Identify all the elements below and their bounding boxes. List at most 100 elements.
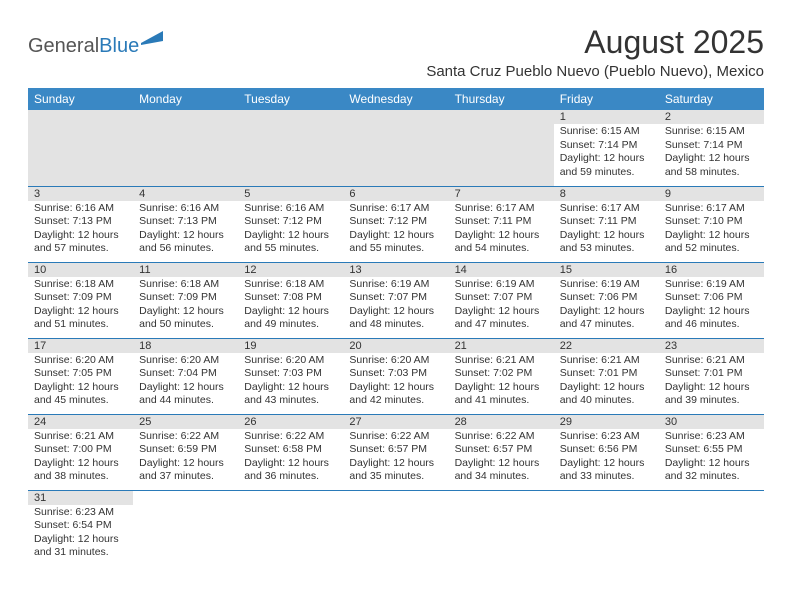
day-data: Sunrise: 6:17 AMSunset: 7:10 PMDaylight:… xyxy=(659,201,764,260)
calendar-cell: 10Sunrise: 6:18 AMSunset: 7:09 PMDayligh… xyxy=(28,262,133,338)
calendar-cell: 8Sunrise: 6:17 AMSunset: 7:11 PMDaylight… xyxy=(554,186,659,262)
day-data: Sunrise: 6:20 AMSunset: 7:03 PMDaylight:… xyxy=(343,353,448,412)
day-data: Sunrise: 6:17 AMSunset: 7:12 PMDaylight:… xyxy=(343,201,448,260)
header: GeneralBlue August 2025 Santa Cruz Puebl… xyxy=(28,24,764,80)
calendar-cell: 21Sunrise: 6:21 AMSunset: 7:02 PMDayligh… xyxy=(449,338,554,414)
day-data: Sunrise: 6:19 AMSunset: 7:06 PMDaylight:… xyxy=(659,277,764,336)
day-number: 10 xyxy=(28,263,133,277)
calendar-cell: 31Sunrise: 6:23 AMSunset: 6:54 PMDayligh… xyxy=(28,490,133,566)
calendar-cell: 3Sunrise: 6:16 AMSunset: 7:13 PMDaylight… xyxy=(28,186,133,262)
day-data: Sunrise: 6:16 AMSunset: 7:13 PMDaylight:… xyxy=(133,201,238,260)
day-data: Sunrise: 6:15 AMSunset: 7:14 PMDaylight:… xyxy=(554,124,659,183)
day-header: Friday xyxy=(554,88,659,110)
day-data: Sunrise: 6:23 AMSunset: 6:55 PMDaylight:… xyxy=(659,429,764,488)
day-data: Sunrise: 6:16 AMSunset: 7:13 PMDaylight:… xyxy=(28,201,133,260)
day-number: 5 xyxy=(238,187,343,201)
calendar-cell: 4Sunrise: 6:16 AMSunset: 7:13 PMDaylight… xyxy=(133,186,238,262)
day-number: 28 xyxy=(449,415,554,429)
calendar-cell: 29Sunrise: 6:23 AMSunset: 6:56 PMDayligh… xyxy=(554,414,659,490)
day-header: Saturday xyxy=(659,88,764,110)
logo-text-general: General xyxy=(28,35,99,58)
day-number: 30 xyxy=(659,415,764,429)
day-data: Sunrise: 6:17 AMSunset: 7:11 PMDaylight:… xyxy=(554,201,659,260)
calendar-cell: 25Sunrise: 6:22 AMSunset: 6:59 PMDayligh… xyxy=(133,414,238,490)
calendar-cell: 16Sunrise: 6:19 AMSunset: 7:06 PMDayligh… xyxy=(659,262,764,338)
calendar-cell xyxy=(449,110,554,186)
day-data: Sunrise: 6:20 AMSunset: 7:05 PMDaylight:… xyxy=(28,353,133,412)
day-number: 6 xyxy=(343,187,448,201)
calendar-cell: 1Sunrise: 6:15 AMSunset: 7:14 PMDaylight… xyxy=(554,110,659,186)
day-header: Monday xyxy=(133,88,238,110)
day-data: Sunrise: 6:22 AMSunset: 6:59 PMDaylight:… xyxy=(133,429,238,488)
logo-text-blue: Blue xyxy=(99,35,139,58)
calendar-cell xyxy=(659,490,764,566)
day-number: 25 xyxy=(133,415,238,429)
calendar-table: SundayMondayTuesdayWednesdayThursdayFrid… xyxy=(28,88,764,566)
calendar-cell xyxy=(449,490,554,566)
day-number: 9 xyxy=(659,187,764,201)
day-data: Sunrise: 6:19 AMSunset: 7:06 PMDaylight:… xyxy=(554,277,659,336)
calendar-cell: 28Sunrise: 6:22 AMSunset: 6:57 PMDayligh… xyxy=(449,414,554,490)
calendar-cell: 15Sunrise: 6:19 AMSunset: 7:06 PMDayligh… xyxy=(554,262,659,338)
calendar-cell: 11Sunrise: 6:18 AMSunset: 7:09 PMDayligh… xyxy=(133,262,238,338)
day-header: Sunday xyxy=(28,88,133,110)
calendar-body: 1Sunrise: 6:15 AMSunset: 7:14 PMDaylight… xyxy=(28,110,764,566)
day-data: Sunrise: 6:18 AMSunset: 7:08 PMDaylight:… xyxy=(238,277,343,336)
day-data: Sunrise: 6:22 AMSunset: 6:57 PMDaylight:… xyxy=(343,429,448,488)
calendar-cell: 22Sunrise: 6:21 AMSunset: 7:01 PMDayligh… xyxy=(554,338,659,414)
calendar-cell xyxy=(554,490,659,566)
day-number: 7 xyxy=(449,187,554,201)
day-number: 11 xyxy=(133,263,238,277)
day-data: Sunrise: 6:19 AMSunset: 7:07 PMDaylight:… xyxy=(343,277,448,336)
day-data: Sunrise: 6:19 AMSunset: 7:07 PMDaylight:… xyxy=(449,277,554,336)
day-number: 20 xyxy=(343,339,448,353)
calendar-cell: 17Sunrise: 6:20 AMSunset: 7:05 PMDayligh… xyxy=(28,338,133,414)
day-data: Sunrise: 6:23 AMSunset: 6:54 PMDaylight:… xyxy=(28,505,133,564)
calendar-cell: 13Sunrise: 6:19 AMSunset: 7:07 PMDayligh… xyxy=(343,262,448,338)
day-data: Sunrise: 6:21 AMSunset: 7:01 PMDaylight:… xyxy=(554,353,659,412)
calendar-cell: 20Sunrise: 6:20 AMSunset: 7:03 PMDayligh… xyxy=(343,338,448,414)
calendar-cell: 2Sunrise: 6:15 AMSunset: 7:14 PMDaylight… xyxy=(659,110,764,186)
calendar-cell xyxy=(133,110,238,186)
calendar-cell: 5Sunrise: 6:16 AMSunset: 7:12 PMDaylight… xyxy=(238,186,343,262)
day-header: Tuesday xyxy=(238,88,343,110)
day-number: 29 xyxy=(554,415,659,429)
day-number: 4 xyxy=(133,187,238,201)
location: Santa Cruz Pueblo Nuevo (Pueblo Nuevo), … xyxy=(426,63,764,80)
calendar-cell xyxy=(238,110,343,186)
day-number: 21 xyxy=(449,339,554,353)
day-number: 16 xyxy=(659,263,764,277)
day-number: 22 xyxy=(554,339,659,353)
calendar-cell xyxy=(343,490,448,566)
day-number: 15 xyxy=(554,263,659,277)
day-number: 1 xyxy=(554,110,659,124)
day-number: 19 xyxy=(238,339,343,353)
logo: GeneralBlue xyxy=(28,30,167,63)
calendar-cell: 19Sunrise: 6:20 AMSunset: 7:03 PMDayligh… xyxy=(238,338,343,414)
month-title: August 2025 xyxy=(426,24,764,61)
day-header: Wednesday xyxy=(343,88,448,110)
day-data: Sunrise: 6:20 AMSunset: 7:04 PMDaylight:… xyxy=(133,353,238,412)
day-data: Sunrise: 6:22 AMSunset: 6:58 PMDaylight:… xyxy=(238,429,343,488)
day-number: 8 xyxy=(554,187,659,201)
day-data: Sunrise: 6:21 AMSunset: 7:02 PMDaylight:… xyxy=(449,353,554,412)
day-number: 26 xyxy=(238,415,343,429)
day-data: Sunrise: 6:23 AMSunset: 6:56 PMDaylight:… xyxy=(554,429,659,488)
calendar-cell xyxy=(28,110,133,186)
calendar-cell xyxy=(343,110,448,186)
day-number: 12 xyxy=(238,263,343,277)
day-data: Sunrise: 6:17 AMSunset: 7:11 PMDaylight:… xyxy=(449,201,554,260)
calendar-cell: 27Sunrise: 6:22 AMSunset: 6:57 PMDayligh… xyxy=(343,414,448,490)
day-number: 18 xyxy=(133,339,238,353)
day-data: Sunrise: 6:15 AMSunset: 7:14 PMDaylight:… xyxy=(659,124,764,183)
day-number: 23 xyxy=(659,339,764,353)
day-data: Sunrise: 6:18 AMSunset: 7:09 PMDaylight:… xyxy=(133,277,238,336)
day-number: 24 xyxy=(28,415,133,429)
day-header: Thursday xyxy=(449,88,554,110)
day-number: 3 xyxy=(28,187,133,201)
calendar-cell: 30Sunrise: 6:23 AMSunset: 6:55 PMDayligh… xyxy=(659,414,764,490)
day-number: 31 xyxy=(28,491,133,505)
day-data: Sunrise: 6:18 AMSunset: 7:09 PMDaylight:… xyxy=(28,277,133,336)
logo-flag-icon xyxy=(141,30,167,53)
day-data: Sunrise: 6:16 AMSunset: 7:12 PMDaylight:… xyxy=(238,201,343,260)
